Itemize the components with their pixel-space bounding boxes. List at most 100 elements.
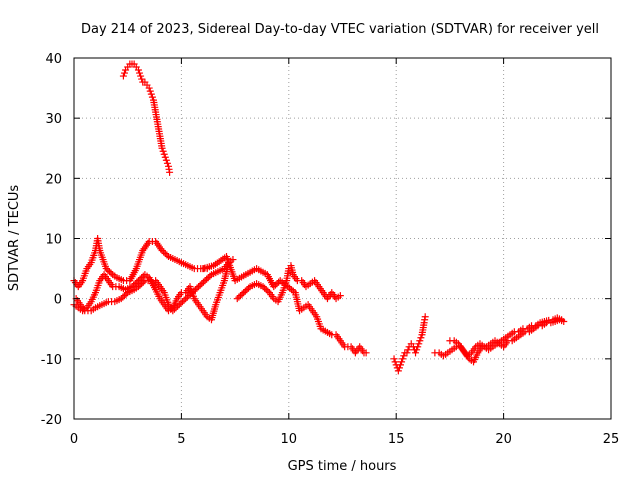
data-point-fill [172, 304, 180, 312]
data-point-fill [243, 286, 251, 294]
data-point-fill [105, 268, 113, 276]
y-tick-label: -20 [41, 413, 62, 428]
data-point-fill [241, 287, 249, 295]
data-points [70, 60, 568, 375]
data-point [259, 283, 267, 291]
data-point [119, 72, 127, 80]
data-point-fill [417, 334, 425, 342]
y-tick-label: 40 [45, 52, 62, 67]
data-point [201, 277, 209, 285]
data-point [158, 144, 166, 152]
data-point [117, 295, 125, 303]
data-point [169, 307, 177, 315]
data-point-fill [398, 358, 406, 366]
data-point [270, 283, 278, 291]
data-point-fill [136, 69, 144, 77]
data-point-fill [193, 284, 201, 292]
data-point-fill [160, 248, 168, 256]
axis-ticks: 0 5 10 15 20 25 -20 -10 0 10 20 30 40 [41, 52, 620, 447]
data-point [399, 355, 407, 363]
data-point-fill [273, 280, 281, 288]
grid-lines [74, 58, 611, 419]
data-point-fill [190, 287, 198, 295]
data-point [195, 283, 203, 291]
data-point [558, 316, 566, 324]
chart-title: Day 214 of 2023, Sidereal Day-to-day VTE… [81, 22, 599, 37]
data-point-fill [170, 305, 178, 313]
data-point-fill [104, 266, 112, 274]
data-point [362, 349, 370, 357]
data-point-fill [413, 346, 421, 354]
data-point-fill [146, 87, 154, 95]
data-point-fill [138, 280, 146, 288]
x-tick-label: 5 [177, 432, 185, 447]
data-point [403, 349, 411, 357]
data-point-fill [395, 364, 403, 372]
x-axis-label: GPS time / hours [288, 459, 397, 474]
data-point-fill [264, 287, 272, 295]
data-point [394, 367, 402, 375]
y-axis-label: SDTVAR / TECUs [7, 185, 22, 292]
data-point-fill [163, 251, 171, 259]
data-point-fill [136, 275, 144, 283]
x-tick-label: 25 [603, 432, 620, 447]
y-tick-label: 20 [45, 172, 62, 187]
data-point-fill [238, 290, 246, 298]
data-point [166, 168, 174, 176]
data-point-fill [161, 153, 169, 161]
data-point-fill [136, 281, 144, 289]
data-point-fill [261, 284, 269, 292]
data-point-fill [185, 292, 193, 300]
data-point-fill [122, 290, 130, 298]
data-point [160, 150, 168, 158]
y-tick-label: 30 [45, 112, 62, 127]
data-point-fill [236, 292, 244, 300]
x-tick-label: 20 [495, 432, 512, 447]
data-point-fill [271, 281, 279, 289]
data-point-fill [119, 293, 127, 301]
data-point-fill [178, 298, 186, 306]
data-point [182, 295, 190, 303]
x-tick-label: 10 [281, 432, 298, 447]
data-point-fill [159, 147, 167, 155]
data-point [134, 283, 142, 291]
data-point [390, 355, 398, 363]
data-point-fill [177, 299, 185, 307]
data-point [233, 295, 241, 303]
data-point [416, 337, 424, 345]
y-tick-label: 0 [54, 293, 62, 308]
data-point [396, 361, 404, 369]
data-point-fill [148, 93, 156, 101]
data-point-fill [415, 340, 423, 348]
y-tick-label: 10 [45, 233, 62, 248]
data-point-fill [204, 274, 212, 282]
data-point [412, 349, 420, 357]
data-point-fill [391, 358, 399, 366]
data-point-fill [400, 352, 408, 360]
data-point [336, 292, 344, 300]
data-point [158, 247, 166, 255]
data-point-fill [131, 280, 139, 288]
data-point-fill [183, 293, 191, 301]
data-point-fill [203, 275, 211, 283]
data-point-fill [262, 286, 270, 294]
data-point [421, 313, 429, 321]
data-point [175, 301, 183, 309]
data-point [145, 84, 153, 92]
data-point [134, 66, 142, 74]
data-point [188, 289, 196, 297]
data-point-fill [174, 302, 182, 310]
data-point [545, 316, 553, 324]
data-point-fill [404, 346, 412, 354]
data-point-fill [138, 274, 146, 282]
data-point-fill [138, 75, 146, 83]
data-point [137, 72, 145, 80]
data-point-fill [196, 281, 204, 289]
data-point-fill [235, 293, 243, 301]
data-point [229, 256, 237, 264]
data-point-fill [180, 296, 188, 304]
data-point-fill [120, 292, 128, 300]
x-tick-label: 0 [70, 432, 78, 447]
data-point-fill [120, 69, 128, 77]
